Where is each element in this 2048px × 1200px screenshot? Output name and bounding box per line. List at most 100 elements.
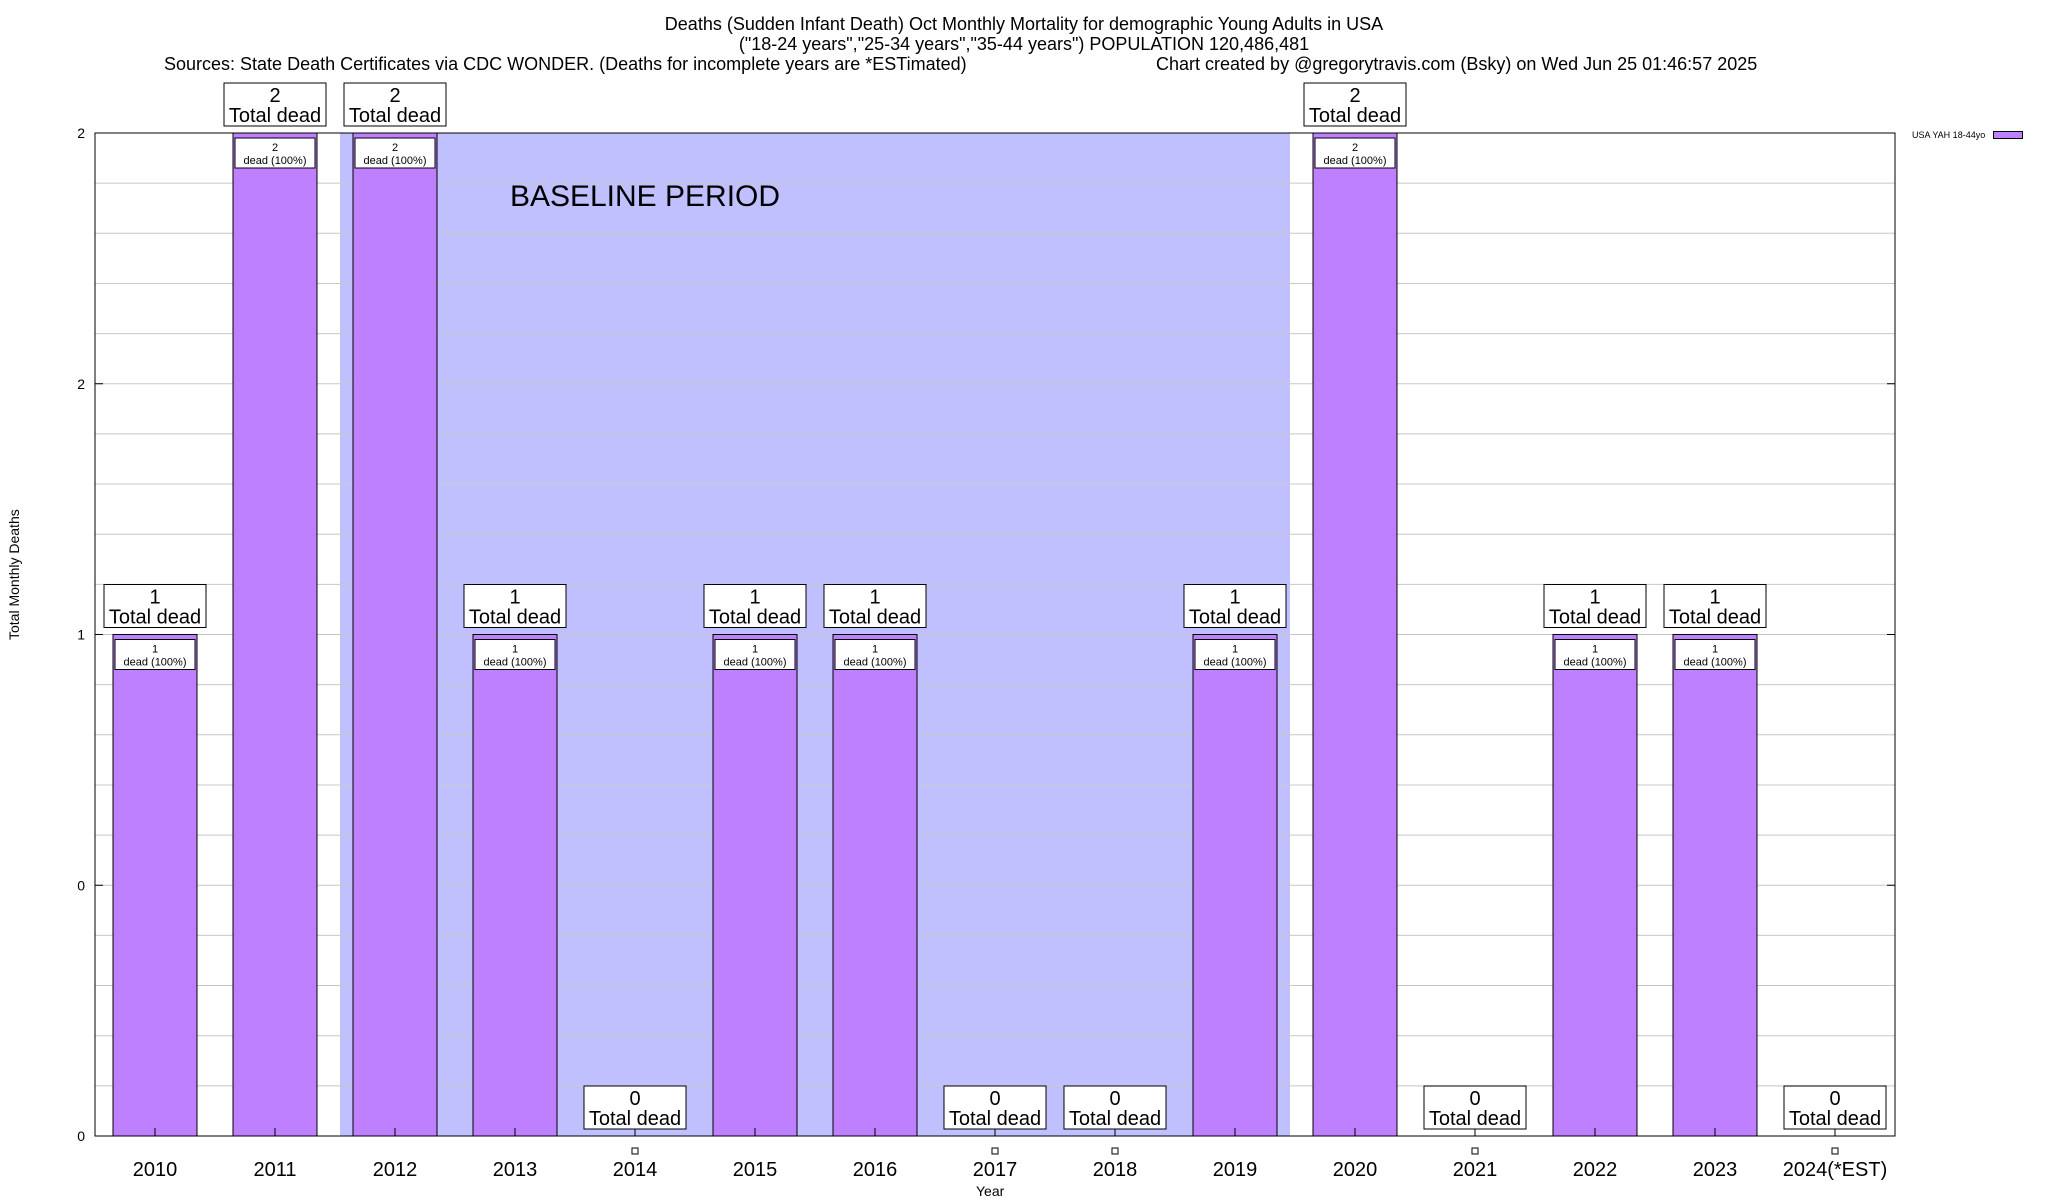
bar-inner-count: 1 <box>1232 644 1238 656</box>
bar <box>1312 132 1398 1137</box>
bar-total-value: 1 <box>1709 587 1720 609</box>
bar-inner-label-box <box>714 639 796 670</box>
y-tick-label: 0 <box>77 1128 85 1144</box>
bar-inner-label-box <box>1314 137 1396 169</box>
zero-marker <box>991 1147 999 1155</box>
bar <box>712 634 798 1137</box>
bar-total-label-box <box>103 584 207 628</box>
bar-inner-count: 1 <box>1592 644 1598 656</box>
chart-subtitle: ("18-24 years","25-34 years","35-44 year… <box>738 34 1310 54</box>
bar-inner-count: 1 <box>512 644 518 656</box>
bar-total-value: 1 <box>1589 587 1600 609</box>
bar-total-label-box <box>943 1085 1047 1130</box>
bar-inner-label: dead (100%) <box>1684 657 1747 669</box>
bar-inner-label: dead (100%) <box>844 657 907 669</box>
bar-total-label: Total dead <box>1429 1108 1521 1130</box>
bar-total-label: Total dead <box>469 607 561 629</box>
x-tick-label: 2014 <box>613 1159 658 1181</box>
x-tick-label: 2023 <box>1693 1159 1738 1181</box>
bar <box>1672 634 1758 1137</box>
plot-frame <box>94 132 1896 1137</box>
x-tick-label: 2016 <box>853 1159 898 1181</box>
bar-total-label: Total dead <box>1309 105 1401 127</box>
bar-total-label-box <box>1423 1085 1527 1130</box>
bar-inner-label-box <box>834 639 916 670</box>
bar-total-value: 1 <box>149 587 160 609</box>
bar-total-value: 2 <box>269 85 280 107</box>
chart-title: Deaths (Sudden Infant Death) Oct Monthly… <box>664 14 1384 34</box>
bar <box>352 132 438 1137</box>
bar-total-label-box <box>343 82 447 127</box>
bar-inner-label: dead (100%) <box>1324 155 1387 167</box>
legend-swatch <box>1993 131 2024 139</box>
zero-marker <box>1831 1147 1839 1155</box>
bar-inner-label: dead (100%) <box>1204 657 1267 669</box>
y-tick-label: 0 <box>77 877 85 893</box>
bar <box>232 132 318 1137</box>
bar-total-label-box <box>1303 82 1407 127</box>
x-axis-label: Year <box>976 1183 1005 1199</box>
bar-total-value: 2 <box>1349 85 1360 107</box>
bar-total-value: 2 <box>389 85 400 107</box>
bar-inner-label: dead (100%) <box>244 155 307 167</box>
bar-total-label-box <box>1663 584 1767 628</box>
bar-total-label: Total dead <box>589 1108 681 1130</box>
bar-inner-label-box <box>1674 639 1756 670</box>
bar-inner-label: dead (100%) <box>124 657 187 669</box>
bar-total-label-box <box>583 1085 687 1130</box>
bar-total-label: Total dead <box>829 607 921 629</box>
bar-inner-count: 1 <box>872 644 878 656</box>
bar-total-label-box <box>1183 584 1287 628</box>
bar-inner-count: 1 <box>752 644 758 656</box>
bar-total-label-box <box>463 584 567 628</box>
x-tick-label: 2013 <box>493 1159 538 1181</box>
x-tick-label: 2019 <box>1213 1159 1258 1181</box>
bar-inner-label-box <box>474 639 556 670</box>
bar <box>112 634 198 1137</box>
bar-inner-label-box <box>234 137 316 169</box>
bar-total-label: Total dead <box>949 1108 1041 1130</box>
bar-inner-label: dead (100%) <box>1564 657 1627 669</box>
bar-total-label-box <box>1783 1085 1887 1130</box>
x-tick-label: 2010 <box>133 1159 178 1181</box>
bar-inner-count: 1 <box>152 644 158 656</box>
bar-total-label: Total dead <box>1189 607 1281 629</box>
bar-inner-count: 2 <box>1352 142 1358 154</box>
bar-inner-label-box <box>1194 639 1276 670</box>
bar <box>1552 634 1638 1137</box>
bar-inner-label-box <box>1554 639 1636 670</box>
x-tick-label: 2024(*EST) <box>1783 1159 1888 1181</box>
bar-total-value: 0 <box>1469 1088 1480 1110</box>
bar-inner-label-box <box>114 639 196 670</box>
bar-total-value: 1 <box>509 587 520 609</box>
x-tick-label: 2015 <box>733 1159 778 1181</box>
x-tick-label: 2018 <box>1093 1159 1138 1181</box>
bar-inner-count: 1 <box>1712 644 1718 656</box>
bar-total-label: Total dead <box>709 607 801 629</box>
bar <box>1192 634 1278 1137</box>
bar-total-value: 1 <box>1229 587 1240 609</box>
y-tick-label: 2 <box>77 125 85 141</box>
bar-inner-count: 2 <box>392 142 398 154</box>
x-tick-label: 2021 <box>1453 1159 1498 1181</box>
bar-total-value: 0 <box>989 1088 1000 1110</box>
bar-total-label: Total dead <box>1669 607 1761 629</box>
zero-marker <box>1111 1147 1119 1155</box>
bar-total-label-box <box>703 584 807 628</box>
bar-total-value: 1 <box>749 587 760 609</box>
chart-sources: Sources: State Death Certificates via CD… <box>164 54 967 74</box>
bar-total-value: 1 <box>869 587 880 609</box>
x-tick-label: 2012 <box>373 1159 418 1181</box>
bar <box>472 634 558 1137</box>
y-tick-label: 1 <box>77 627 85 643</box>
x-tick-label: 2011 <box>253 1159 296 1181</box>
baseline-label: BASELINE PERIOD <box>510 180 780 213</box>
y-axis-label: Total Monthly Deaths <box>6 509 22 640</box>
bar-total-label-box <box>1063 1085 1167 1130</box>
chart-credit: Chart created by @gregorytravis.com (Bsk… <box>1156 54 1758 74</box>
bar-inner-count: 2 <box>272 142 278 154</box>
bar-total-label: Total dead <box>229 105 321 127</box>
bar <box>832 634 918 1137</box>
x-tick-label: 2022 <box>1573 1159 1618 1181</box>
